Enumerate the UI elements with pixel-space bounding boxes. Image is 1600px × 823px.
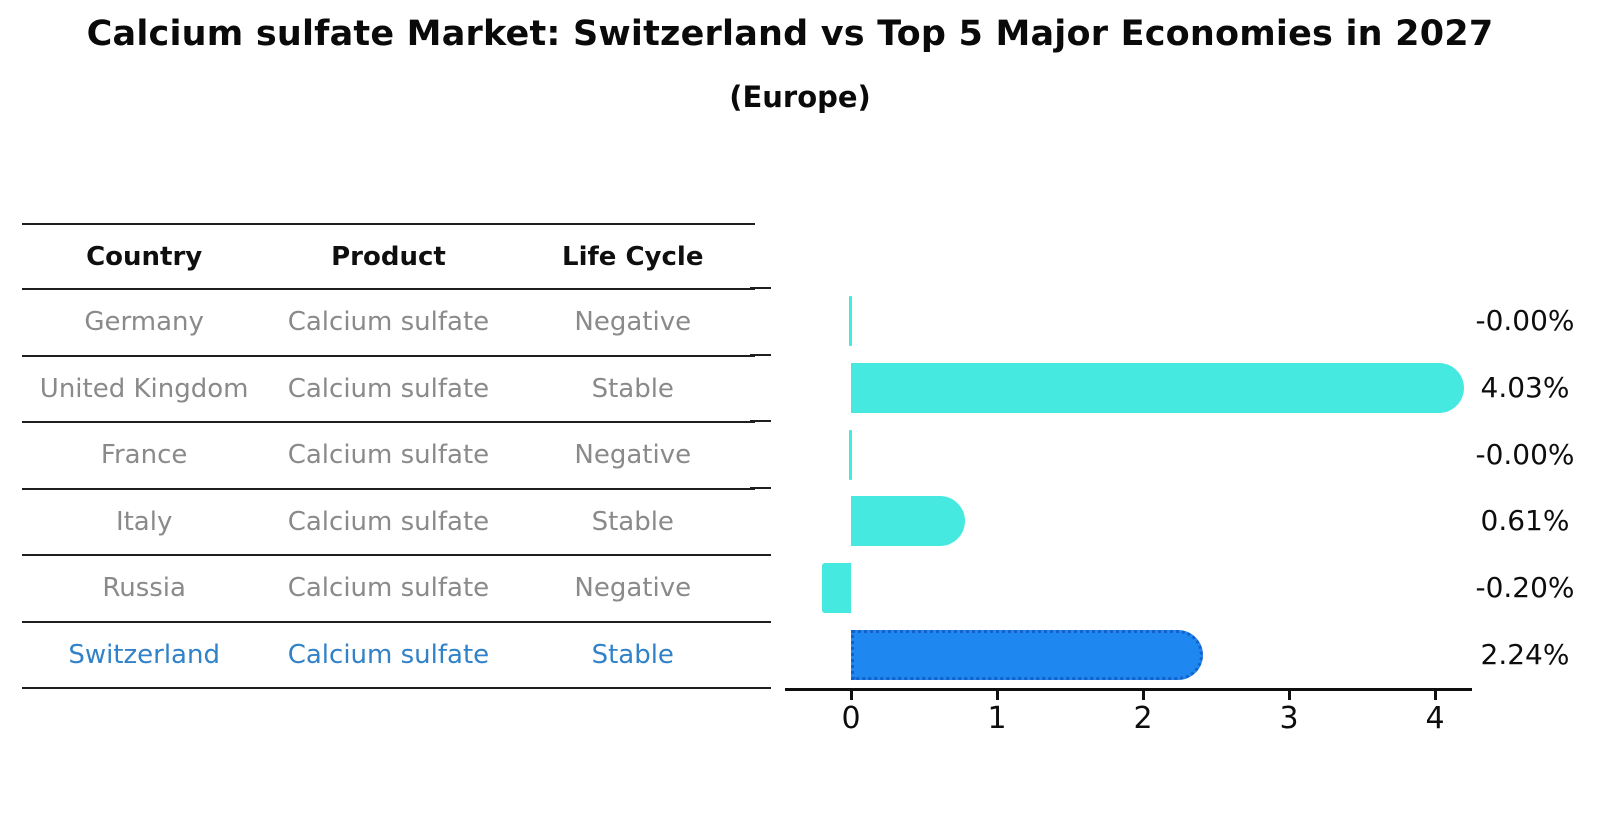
y-axis-tick [750,487,771,490]
x-tick-label: 1 [987,701,1007,736]
value-label: 2.24% [1480,637,1570,671]
cell-life-cycle: Negative [574,307,692,338]
y-axis-tick [750,420,771,423]
x-tick-label: 2 [1133,701,1153,736]
x-tick [1142,691,1145,700]
table-header-life-cycle: Life Cycle [562,241,704,272]
x-tick [996,691,999,700]
bar-united-kingdom [851,363,1465,414]
cell-country: Russia [102,573,186,604]
value-label: -0.20% [1475,571,1575,605]
value-label: 0.61% [1480,504,1570,538]
table-row: Russia Calcium sulfate Negative [22,556,755,623]
table-header-product: Product [331,241,446,272]
x-tick [1288,691,1291,700]
data-table: Country Product Life Cycle Germany Calci… [22,223,755,689]
cell-country: Switzerland [68,639,220,670]
y-axis-tick [750,287,771,289]
bar-germany [849,296,852,347]
x-tick-label: 0 [841,701,861,736]
table-row: France Calcium sulfate Negative [22,423,755,490]
cell-product: Calcium sulfate [287,506,490,537]
table-row: Germany Calcium sulfate Negative [22,290,755,357]
bar-italy [851,496,966,547]
page-subtitle: (Europe) [729,80,871,114]
x-tick [850,691,853,700]
page-title: Calcium sulfate Market: Switzerland vs T… [86,14,1494,54]
y-axis-tick [750,687,771,690]
cell-life-cycle: Stable [591,639,674,670]
cell-life-cycle: Negative [574,440,692,471]
cell-product: Calcium sulfate [287,639,490,670]
table-row: Switzerland Calcium sulfate Stable [22,623,755,689]
cell-product: Calcium sulfate [287,373,490,404]
y-axis-tick [750,620,771,623]
cell-product: Calcium sulfate [287,307,490,338]
value-label: 4.03% [1480,371,1570,405]
cell-life-cycle: Negative [574,573,692,604]
x-tick-label: 4 [1425,701,1445,736]
x-axis-line [785,688,1472,691]
cell-product: Calcium sulfate [287,440,490,471]
x-tick-label: 3 [1279,701,1299,736]
bar-france [849,429,852,480]
value-label: -0.00% [1475,437,1575,471]
cell-life-cycle: Stable [591,506,674,537]
bar-switzerland [851,629,1204,680]
y-axis-tick [750,353,771,356]
value-label: -0.00% [1475,304,1575,338]
cell-life-cycle: Stable [591,373,674,404]
y-axis-tick [750,553,771,556]
x-tick [1434,691,1437,700]
table-header-country: Country [86,241,203,272]
cell-product: Calcium sulfate [287,573,490,604]
cell-country: France [100,440,188,471]
cell-country: United Kingdom [39,373,249,404]
cell-country: Italy [115,506,173,537]
bar-russia [821,563,851,614]
table-row: Italy Calcium sulfate Stable [22,490,755,556]
cell-country: Germany [84,307,204,338]
table-header-row: Country Product Life Cycle [22,225,755,290]
table-row: United Kingdom Calcium sulfate Stable [22,357,755,423]
